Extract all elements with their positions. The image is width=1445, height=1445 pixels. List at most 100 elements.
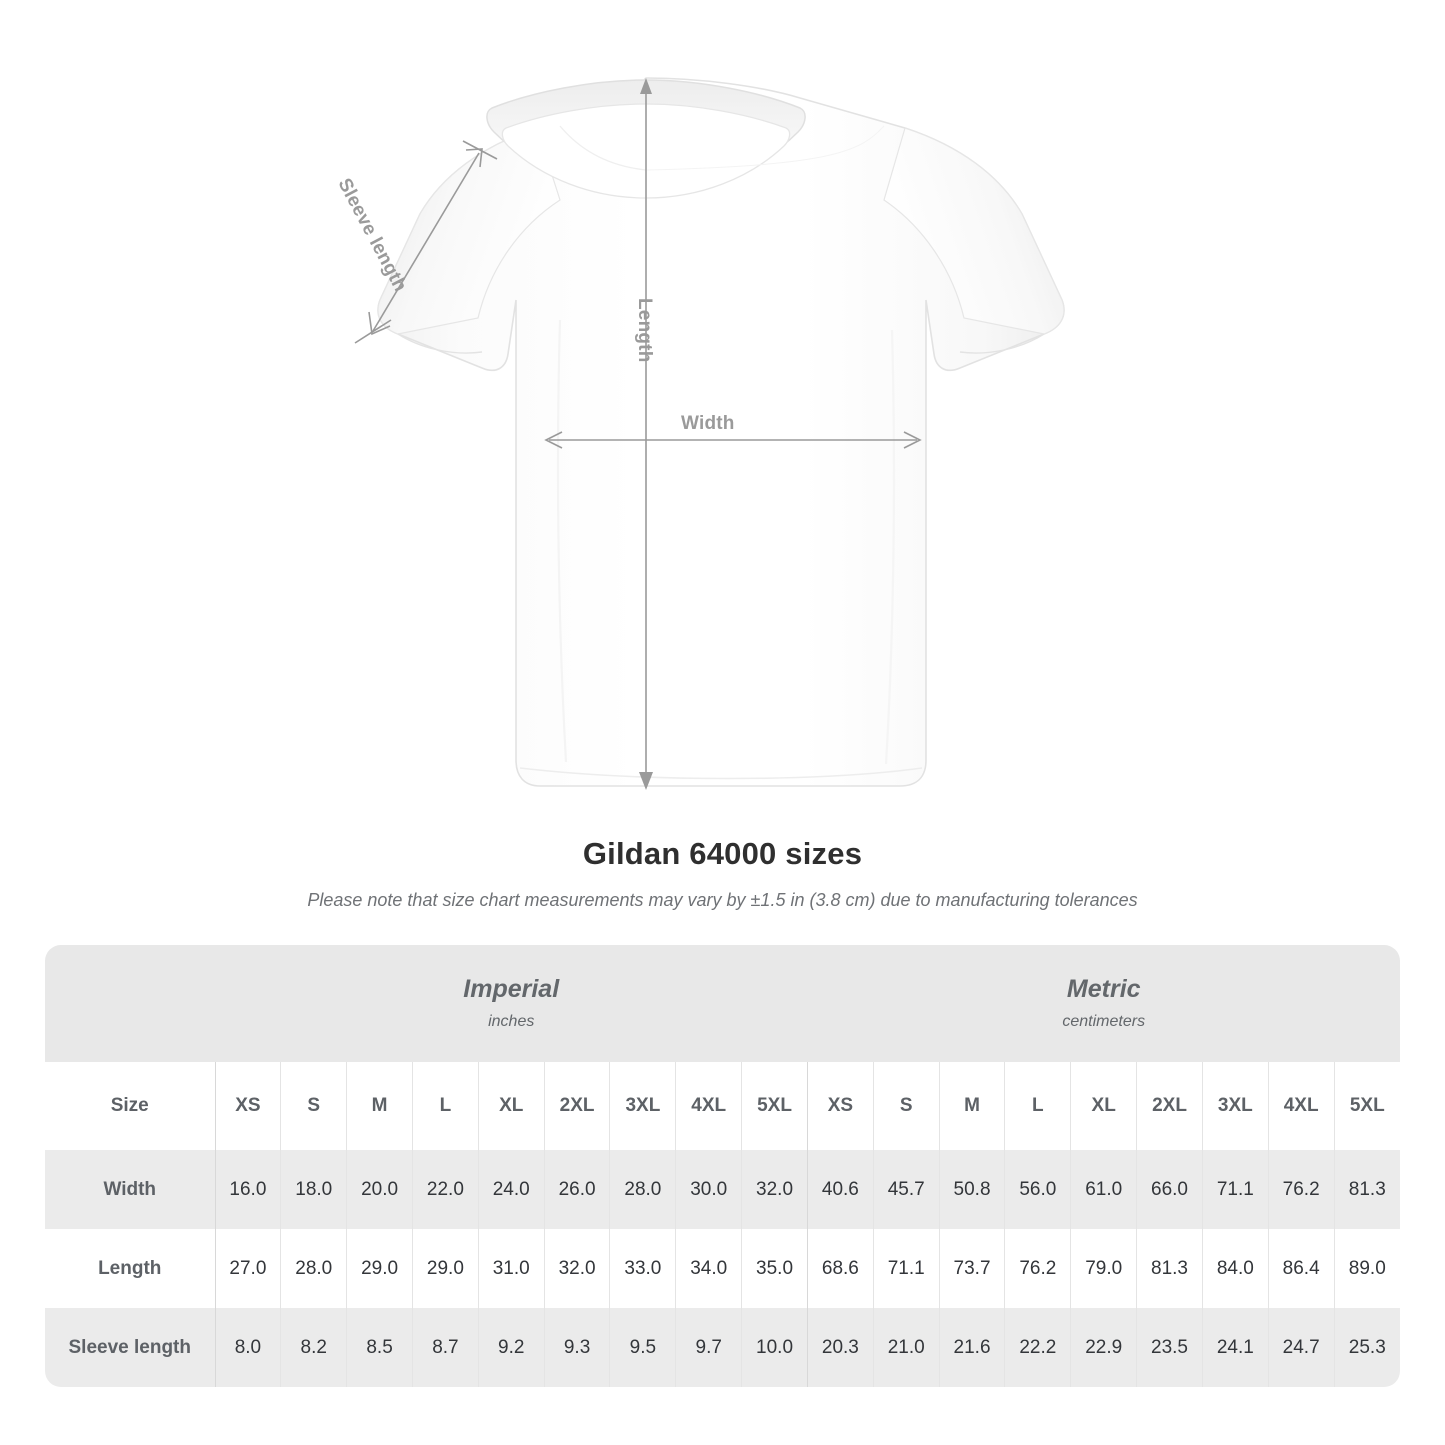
unit-name-imperial: Imperial [463, 975, 560, 1004]
cell-width-imperial-l: 22.0 [411, 1150, 479, 1229]
unit-name-metric: Metric [1066, 975, 1141, 1004]
cell-length-imperial-3xl: 33.0 [609, 1229, 676, 1308]
col-header-imperial-xs: XS [214, 1062, 281, 1150]
cell-width-imperial-2xl: 26.0 [543, 1150, 610, 1229]
cell-length-metric-3xl: 84.0 [1201, 1229, 1269, 1308]
cell-length-imperial-xs: 27.0 [214, 1229, 281, 1308]
cell-sleeve-imperial-4xl: 9.7 [675, 1308, 742, 1387]
cell-width-imperial-4xl: 30.0 [675, 1150, 742, 1229]
page-title: Gildan 64000 sizes [582, 836, 863, 871]
col-header-metric-m: M [938, 1062, 1005, 1150]
col-header-metric-3xl: 3XL [1201, 1062, 1269, 1150]
cell-width-metric-3xl: 71.1 [1201, 1150, 1269, 1229]
size-header-row: Size XS S M L XL 2XL 3XL 4XL 5XL XS S M … [45, 1062, 1400, 1150]
cell-sleeve-metric-xs: 20.3 [806, 1308, 874, 1387]
col-header-imperial-2xl: 2XL [543, 1062, 610, 1150]
cell-length-imperial-5xl: 35.0 [741, 1229, 808, 1308]
cell-length-metric-l: 76.2 [1004, 1229, 1071, 1308]
cell-width-metric-l: 56.0 [1004, 1150, 1071, 1229]
cell-width-imperial-m: 20.0 [346, 1150, 413, 1229]
size-table-body: Imperial inches Metric centimeters Size … [45, 945, 1400, 1387]
cell-width-metric-xl: 61.0 [1070, 1150, 1137, 1229]
tshirt-illustration [354, 77, 1065, 790]
left-shoulder-seam [559, 125, 647, 171]
cell-length-metric-m: 73.7 [938, 1229, 1005, 1308]
length-arrow-head-top [640, 78, 652, 94]
cell-length-imperial-l: 29.0 [411, 1229, 479, 1308]
row-label-width: Width [45, 1150, 215, 1229]
col-header-metric-4xl: 4XL [1267, 1062, 1335, 1150]
cell-width-imperial-s: 18.0 [280, 1150, 347, 1229]
cell-length-imperial-4xl: 34.0 [675, 1229, 742, 1308]
cell-length-metric-xl: 79.0 [1070, 1229, 1137, 1308]
bottom-hem [519, 767, 923, 780]
row-label-sleeve-length: Sleeve length [45, 1308, 215, 1387]
cell-sleeve-imperial-3xl: 9.5 [609, 1308, 676, 1387]
sleeve-arrow-line [372, 152, 480, 332]
right-sleeve-hem [959, 333, 1045, 354]
col-header-metric-l: L [1004, 1062, 1071, 1150]
cell-width-metric-5xl: 81.3 [1333, 1150, 1400, 1229]
cell-sleeve-imperial-l: 8.7 [411, 1308, 479, 1387]
cell-length-metric-4xl: 86.4 [1267, 1229, 1335, 1308]
right-shoulder-seam [645, 125, 885, 171]
cell-sleeve-imperial-xl: 9.2 [477, 1308, 545, 1387]
row-label-length: Length [45, 1229, 215, 1308]
cell-length-imperial-xl: 31.0 [477, 1229, 545, 1308]
fold-left [556, 319, 568, 763]
cell-width-imperial-3xl: 28.0 [609, 1150, 676, 1229]
cell-width-imperial-5xl: 32.0 [741, 1150, 808, 1229]
col-header-metric-xs: XS [806, 1062, 874, 1150]
cell-sleeve-imperial-5xl: 10.0 [741, 1308, 808, 1387]
unit-sub-metric: centimeters [1062, 1012, 1146, 1030]
cell-width-metric-xs: 40.6 [806, 1150, 874, 1229]
unit-band-metric: Metric centimeters [807, 945, 1400, 1062]
cell-sleeve-metric-l: 22.2 [1004, 1308, 1071, 1387]
measurement-lines [354, 78, 922, 790]
cell-length-imperial-2xl: 32.0 [543, 1229, 610, 1308]
unit-band-row: Imperial inches Metric centimeters [45, 945, 1400, 1062]
col-header-imperial-m: M [346, 1062, 413, 1150]
col-header-metric-2xl: 2XL [1136, 1062, 1203, 1150]
cell-sleeve-metric-xl: 22.9 [1070, 1308, 1137, 1387]
right-sleeve [883, 127, 1065, 335]
cell-width-imperial-xs: 16.0 [214, 1150, 281, 1229]
cell-length-imperial-s: 28.0 [280, 1229, 347, 1308]
col-header-metric-s: S [872, 1062, 940, 1150]
table-row: Width 16.0 18.0 20.0 22.0 24.0 26.0 28.0… [45, 1150, 1400, 1229]
cell-length-metric-5xl: 89.0 [1333, 1229, 1400, 1308]
cell-sleeve-metric-2xl: 23.5 [1136, 1308, 1203, 1387]
width-annotation-label: Width [681, 413, 735, 434]
cell-sleeve-metric-s: 21.0 [872, 1308, 940, 1387]
unit-band-imperial: Imperial inches [215, 945, 808, 1062]
col-header-imperial-xl: XL [477, 1062, 545, 1150]
cell-width-metric-4xl: 76.2 [1267, 1150, 1335, 1229]
size-table-container: Imperial inches Metric centimeters Size … [45, 945, 1400, 1387]
length-annotation-label: Length [634, 298, 655, 363]
cell-sleeve-imperial-2xl: 9.3 [543, 1308, 610, 1387]
table-row: Length 27.0 28.0 29.0 29.0 31.0 32.0 33.… [45, 1229, 1400, 1308]
cell-sleeve-metric-4xl: 24.7 [1267, 1308, 1335, 1387]
cell-length-metric-xs: 68.6 [806, 1229, 874, 1308]
sleeve-arrow-head-bottom [368, 311, 391, 336]
cell-width-metric-m: 50.8 [938, 1150, 1005, 1229]
table-row: Sleeve length 8.0 8.2 8.5 8.7 9.2 9.3 9.… [45, 1308, 1400, 1387]
left-sleeve-hem [397, 333, 483, 354]
cell-length-metric-s: 71.1 [872, 1229, 940, 1308]
col-header-metric-5xl: 5XL [1333, 1062, 1400, 1150]
cell-sleeve-imperial-m: 8.5 [346, 1308, 413, 1387]
col-header-imperial-3xl: 3XL [609, 1062, 676, 1150]
size-column-header: Size [45, 1062, 215, 1150]
col-header-imperial-s: S [280, 1062, 347, 1150]
sleeve-tick-top [462, 140, 498, 160]
col-header-imperial-4xl: 4XL [675, 1062, 742, 1150]
cell-width-metric-s: 45.7 [872, 1150, 940, 1229]
cell-length-imperial-m: 29.0 [346, 1229, 413, 1308]
chart-heading-block: Gildan 64000 sizes Please note that size… [0, 830, 1445, 911]
unit-band-spacer [45, 945, 215, 1062]
width-arrow-head-left [544, 431, 563, 449]
length-arrow-head-bottom [639, 772, 653, 790]
col-header-metric-xl: XL [1070, 1062, 1137, 1150]
sleeve-tick-bottom [354, 319, 392, 344]
cell-width-metric-2xl: 66.0 [1136, 1150, 1203, 1229]
